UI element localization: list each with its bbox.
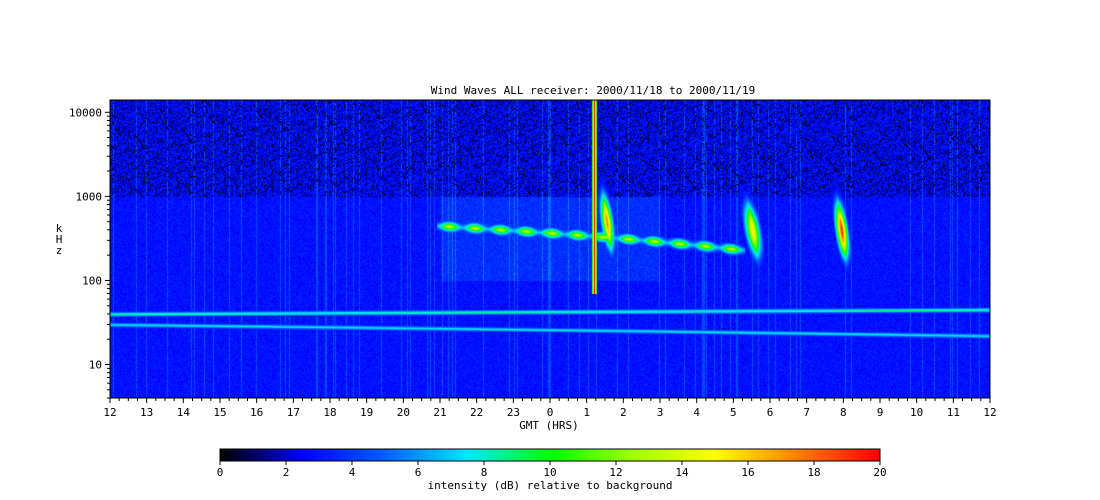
- x-tick-label: 18: [323, 406, 336, 419]
- x-tick-label: 4: [693, 406, 700, 419]
- colorbar-tick-label: 0: [217, 466, 224, 479]
- x-tick-label: 14: [177, 406, 191, 419]
- x-tick-label: 17: [287, 406, 300, 419]
- colorbar-tick-label: 16: [741, 466, 754, 479]
- x-tick-label: 6: [767, 406, 774, 419]
- colorbar-tick-label: 14: [675, 466, 689, 479]
- x-tick-label: 10: [910, 406, 923, 419]
- colorbar-gradient-holder: [220, 449, 880, 461]
- x-axis-title: GMT (HRS): [519, 419, 579, 432]
- x-tick-label: 3: [657, 406, 664, 419]
- colorbar: 0 2 4 6 8 10 12 14 16 18 20 intensity (dB) relativ…: [217, 448, 887, 492]
- y-tick-label: 10000: [69, 106, 102, 119]
- y-axis-title-char-2: H: [56, 233, 63, 246]
- colorbar-tick-label: 2: [283, 466, 290, 479]
- x-tick-label: 9: [877, 406, 884, 419]
- x-tick-label: 5: [730, 406, 737, 419]
- x-tick-label: 2: [620, 406, 627, 419]
- x-tick-label: 20: [397, 406, 410, 419]
- colorbar-tick-label: 10: [543, 466, 556, 479]
- y-axis-title: k H z: [56, 222, 63, 257]
- spectrogram-canvas-holder: [110, 100, 990, 398]
- colorbar-label: intensity (dB) relative to background: [427, 479, 672, 492]
- colorbar-tick-label: 8: [481, 466, 488, 479]
- x-tick-label: 13: [140, 406, 153, 419]
- colorbar-tick-label: 4: [349, 466, 356, 479]
- x-tick-label: 7: [803, 406, 810, 419]
- x-tick-label: 19: [360, 406, 373, 419]
- x-tick-label: 11: [947, 406, 960, 419]
- x-tick-label: 12: [983, 406, 996, 419]
- y-tick-label: 10: [89, 359, 102, 372]
- x-tick-label: 8: [840, 406, 847, 419]
- y-tick-label: 1000: [76, 190, 103, 203]
- x-tick-label: 1: [583, 406, 590, 419]
- x-axis: 12 13 14 15 16 17 18 19 20 21 22 23 0 1 2 3 4 5 6 7 8 9 10 11 12: [103, 398, 997, 419]
- x-tick-label: 21: [433, 406, 446, 419]
- y-axis-title-char-3: z: [56, 244, 63, 257]
- colorbar-tick-label: 12: [609, 466, 622, 479]
- y-axis-title-char-1: k: [56, 222, 63, 235]
- colorbar-tick-label: 18: [807, 466, 820, 479]
- x-tick-label: 0: [547, 406, 554, 419]
- colorbar-tick-label: 6: [415, 466, 422, 479]
- plot-area: [109, 99, 991, 399]
- y-tick-label: 100: [82, 274, 102, 287]
- x-tick-label: 23: [507, 406, 520, 419]
- y-axis: 10 100 1000 10000: [69, 106, 110, 399]
- x-tick-label: 15: [213, 406, 226, 419]
- spectrogram-image: [110, 100, 990, 398]
- colorbar-ticks: 0 2 4 6 8 10 12 14 16 18 20: [217, 461, 887, 479]
- chart-title: Wind Waves ALL receiver: 2000/11/18 to 2…: [431, 84, 756, 97]
- x-tick-label: 16: [250, 406, 263, 419]
- x-tick-label: 12: [103, 406, 116, 419]
- colorbar-tick-label: 20: [873, 466, 886, 479]
- colorbar-gradient: [220, 449, 880, 461]
- x-tick-label: 22: [470, 406, 483, 419]
